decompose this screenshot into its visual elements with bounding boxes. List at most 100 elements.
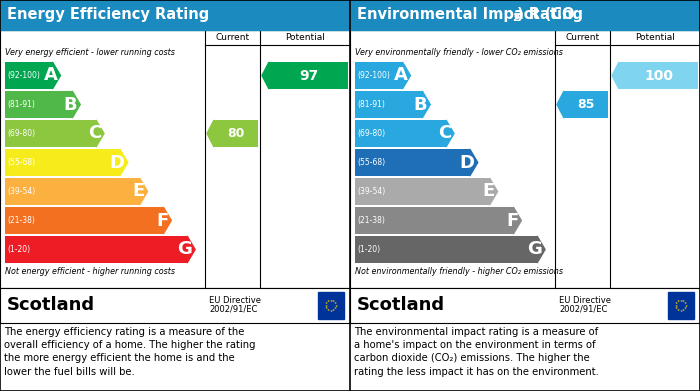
Bar xyxy=(355,149,470,176)
Text: ★: ★ xyxy=(334,306,337,310)
Bar xyxy=(5,178,139,205)
Text: ★: ★ xyxy=(324,303,328,307)
Text: 80: 80 xyxy=(228,127,245,140)
Polygon shape xyxy=(52,62,60,89)
Text: Potential: Potential xyxy=(635,33,675,42)
Text: E: E xyxy=(132,183,145,201)
Text: Current: Current xyxy=(566,33,600,42)
Text: ★: ★ xyxy=(677,308,680,312)
Text: (39-54): (39-54) xyxy=(7,187,35,196)
Bar xyxy=(5,91,72,118)
Text: (92-100): (92-100) xyxy=(357,71,390,80)
Polygon shape xyxy=(207,120,214,147)
Polygon shape xyxy=(489,178,498,205)
Polygon shape xyxy=(163,207,172,234)
Text: 2002/91/EC: 2002/91/EC xyxy=(209,305,258,314)
Text: ★: ★ xyxy=(334,301,337,305)
Bar xyxy=(318,292,344,319)
Text: ★: ★ xyxy=(330,298,332,303)
Bar xyxy=(355,178,489,205)
Text: Potential: Potential xyxy=(285,33,325,42)
Bar xyxy=(355,207,513,234)
Text: D: D xyxy=(460,154,475,172)
Text: (81-91): (81-91) xyxy=(7,100,35,109)
Text: ★: ★ xyxy=(677,299,680,303)
Bar xyxy=(0,0,350,30)
Text: B: B xyxy=(414,95,427,113)
Text: ★: ★ xyxy=(325,301,328,305)
Text: ★: ★ xyxy=(675,306,678,310)
Polygon shape xyxy=(262,62,269,89)
Text: (92-100): (92-100) xyxy=(7,71,40,80)
Polygon shape xyxy=(537,236,545,263)
Text: ★: ★ xyxy=(332,308,335,312)
Text: B: B xyxy=(64,95,77,113)
Bar xyxy=(564,91,608,118)
Text: (1-20): (1-20) xyxy=(7,245,30,254)
Bar xyxy=(350,288,700,323)
Text: 100: 100 xyxy=(644,68,673,83)
Text: (81-91): (81-91) xyxy=(357,100,385,109)
Bar xyxy=(350,0,700,30)
Text: EU Directive: EU Directive xyxy=(209,296,261,305)
Text: Not energy efficient - higher running costs: Not energy efficient - higher running co… xyxy=(5,267,175,276)
Text: Environmental Impact (CO: Environmental Impact (CO xyxy=(357,7,575,23)
Text: Very environmentally friendly - lower CO₂ emissions: Very environmentally friendly - lower CO… xyxy=(355,48,563,57)
Polygon shape xyxy=(120,149,128,176)
Text: ★: ★ xyxy=(327,308,330,312)
Text: ★: ★ xyxy=(682,308,685,312)
Text: ★: ★ xyxy=(674,303,678,307)
Text: (69-80): (69-80) xyxy=(357,129,385,138)
Bar xyxy=(355,62,402,89)
Text: ★: ★ xyxy=(682,299,685,303)
Bar xyxy=(269,62,348,89)
Text: ★: ★ xyxy=(684,301,687,305)
Polygon shape xyxy=(446,120,454,147)
Bar xyxy=(350,30,700,288)
Bar xyxy=(5,236,187,263)
Text: ★: ★ xyxy=(335,303,337,307)
Text: Scotland: Scotland xyxy=(7,296,95,314)
Text: EU Directive: EU Directive xyxy=(559,296,611,305)
Polygon shape xyxy=(470,149,478,176)
Text: (55-68): (55-68) xyxy=(7,158,35,167)
Polygon shape xyxy=(513,207,522,234)
Polygon shape xyxy=(187,236,195,263)
Bar xyxy=(5,62,52,89)
Text: (21-38): (21-38) xyxy=(357,216,385,225)
Text: Current: Current xyxy=(216,33,250,42)
Text: ★: ★ xyxy=(675,301,678,305)
Bar xyxy=(355,236,537,263)
Bar xyxy=(0,30,350,288)
Text: (69-80): (69-80) xyxy=(7,129,35,138)
Bar xyxy=(5,149,120,176)
Text: (21-38): (21-38) xyxy=(7,216,35,225)
Bar xyxy=(5,120,96,147)
Text: The energy efficiency rating is a measure of the
overall efficiency of a home. T: The energy efficiency rating is a measur… xyxy=(4,327,255,377)
Text: C: C xyxy=(88,124,101,142)
Polygon shape xyxy=(96,120,104,147)
Text: Not environmentally friendly - higher CO₂ emissions: Not environmentally friendly - higher CO… xyxy=(355,267,563,276)
Text: (39-54): (39-54) xyxy=(357,187,385,196)
Polygon shape xyxy=(422,91,430,118)
Text: Energy Efficiency Rating: Energy Efficiency Rating xyxy=(7,7,209,23)
Bar xyxy=(0,288,350,323)
Text: ★: ★ xyxy=(685,303,687,307)
Text: ★: ★ xyxy=(680,298,682,303)
Text: ★: ★ xyxy=(330,308,332,312)
Polygon shape xyxy=(139,178,148,205)
Text: D: D xyxy=(110,154,125,172)
Polygon shape xyxy=(72,91,80,118)
Bar xyxy=(5,207,163,234)
Polygon shape xyxy=(557,91,564,118)
Text: A: A xyxy=(393,66,407,84)
Text: 2: 2 xyxy=(512,13,519,23)
Text: 85: 85 xyxy=(578,98,595,111)
Polygon shape xyxy=(612,62,619,89)
Text: ★: ★ xyxy=(332,299,335,303)
Text: G: G xyxy=(527,240,542,258)
Text: ★: ★ xyxy=(680,308,682,312)
Text: ★: ★ xyxy=(325,306,328,310)
Bar xyxy=(355,91,422,118)
Text: A: A xyxy=(43,66,57,84)
